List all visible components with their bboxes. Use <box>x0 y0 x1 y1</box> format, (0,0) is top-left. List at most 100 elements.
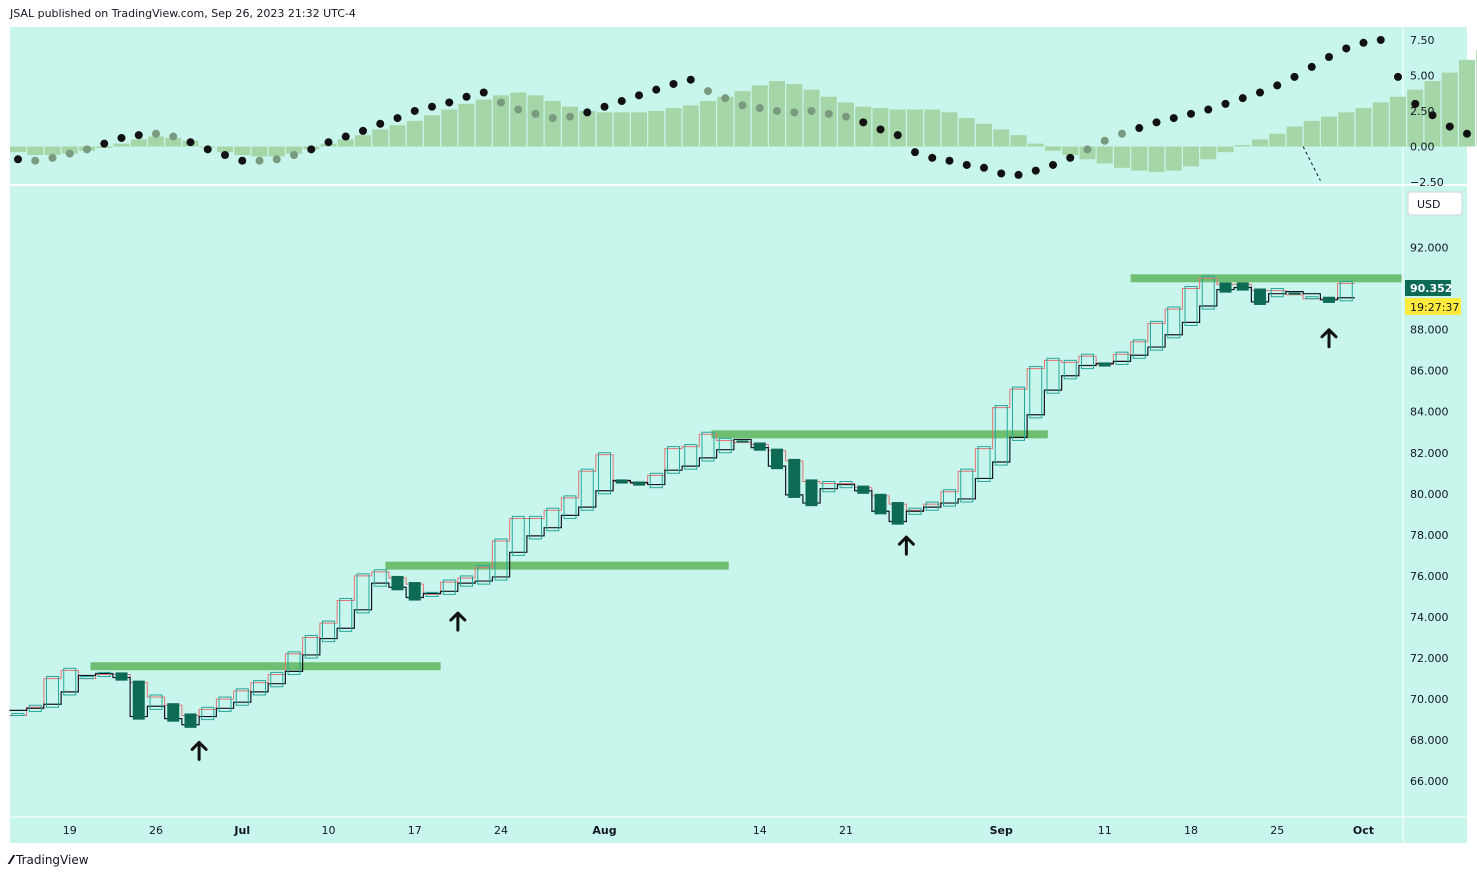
osc-dot <box>980 163 988 172</box>
countdown-label: 19:27:37 <box>1410 301 1459 314</box>
osc-histogram-bar <box>389 125 406 147</box>
candle-down <box>1219 282 1232 293</box>
candle-down <box>891 502 904 525</box>
osc-histogram-bar <box>527 95 544 147</box>
time-x-tick-label: Sep <box>990 824 1013 837</box>
candle-down <box>753 442 766 451</box>
candle-up <box>304 634 318 659</box>
osc-dot <box>65 149 74 158</box>
candle-up <box>1046 357 1060 394</box>
osc-histogram-bar <box>1010 135 1027 147</box>
publish-header: JSAL published on TradingView.com, Sep 2… <box>10 7 356 20</box>
osc-dot <box>1307 62 1316 71</box>
osc-dot <box>341 132 350 141</box>
price-y-tick-label: 78.000 <box>1410 529 1449 542</box>
time-x-tick-label: 19 <box>63 824 77 837</box>
osc-histogram-bar <box>682 105 699 147</box>
candle-down <box>1323 296 1335 303</box>
osc-histogram-bar <box>751 85 768 147</box>
osc-dot <box>531 109 540 118</box>
osc-dot <box>152 129 160 138</box>
osc-histogram-bar <box>631 112 647 147</box>
osc-histogram-bar <box>1096 146 1113 164</box>
osc-histogram-bar <box>1355 108 1372 147</box>
osc-dot <box>134 131 143 140</box>
candle-up <box>97 671 111 678</box>
osc-histogram-bar <box>907 109 923 147</box>
resistance-layer <box>90 274 1402 671</box>
osc-histogram-bar <box>1252 139 1268 147</box>
osc-histogram-bar <box>941 112 958 147</box>
osc-dot <box>790 108 799 117</box>
osc-dot <box>876 125 885 134</box>
osc-histogram-bar <box>1148 146 1165 173</box>
osc-histogram-bar <box>1459 59 1475 147</box>
osc-histogram-bar <box>1390 96 1406 147</box>
osc-dot <box>1273 81 1282 90</box>
resistance-bar <box>90 662 441 671</box>
candle-up <box>580 468 594 511</box>
candle-layer <box>9 275 1355 728</box>
last-price-badge: 90.352 <box>1405 280 1452 296</box>
osc-histogram-bar <box>1303 120 1320 147</box>
candle-down <box>167 703 180 722</box>
candle-up <box>442 579 456 595</box>
price-y-tick-label: 84.000 <box>1410 406 1449 419</box>
candle-up <box>11 712 25 716</box>
osc-dot <box>1428 111 1437 120</box>
candle-up <box>1184 285 1198 326</box>
osc-dot <box>1238 94 1247 103</box>
osc-histogram-bar <box>1234 145 1251 147</box>
osc-histogram-bar <box>993 129 1010 147</box>
candle-down <box>184 713 197 728</box>
osc-histogram-bar <box>648 110 665 147</box>
osc-y-tick-label: 0.00 <box>1410 140 1435 153</box>
price-y-tick-label: 80.000 <box>1410 488 1449 501</box>
footer-brand[interactable]: ⁄⁄ TradingView <box>10 853 89 867</box>
osc-histogram-bar <box>613 112 630 147</box>
price-y-tick-label: 66.000 <box>1410 775 1449 788</box>
osc-dot <box>686 75 695 84</box>
osc-histogram-bar <box>976 123 992 147</box>
time-x-tick-label: Oct <box>1353 824 1374 837</box>
osc-histogram-bar <box>665 108 682 147</box>
osc-dot <box>669 79 678 88</box>
candle-up <box>425 591 439 597</box>
candle-up <box>339 598 353 632</box>
osc-dot <box>428 102 436 111</box>
resistance-bar <box>1130 274 1402 283</box>
osc-histogram-bar <box>424 115 440 147</box>
osc-dot <box>1066 153 1075 162</box>
candle-up <box>839 480 853 489</box>
osc-dot <box>255 156 264 165</box>
countdown-badge: 19:27:37 <box>1405 298 1461 315</box>
osc-dot <box>100 139 109 148</box>
osc-histogram-bar <box>441 109 458 147</box>
osc-y-tick-label: 5.00 <box>1410 69 1435 82</box>
osc-dot <box>272 155 281 164</box>
osc-dot <box>1014 170 1023 179</box>
osc-dot <box>945 156 954 165</box>
price-y-tick-label: 74.000 <box>1410 611 1449 624</box>
candle-up <box>494 538 508 581</box>
osc-dot <box>807 106 816 115</box>
time-x-tick-label: 24 <box>494 824 508 837</box>
time-x-tick-label: 21 <box>839 824 853 837</box>
time-x-tick-label: 18 <box>1184 824 1198 837</box>
osc-dot <box>1325 52 1333 61</box>
candle-down <box>857 485 870 494</box>
candle-up <box>701 431 715 462</box>
time-x-tick-label: Aug <box>592 824 616 837</box>
price-y-tick-label: 86.000 <box>1410 365 1449 378</box>
currency-badge[interactable]: USD <box>1407 191 1463 216</box>
osc-dot <box>1290 72 1299 81</box>
up-arrow-icon <box>897 535 915 556</box>
osc-dot <box>1152 118 1161 127</box>
osc-histogram-bar <box>1027 143 1044 147</box>
osc-dot <box>583 108 592 117</box>
candle-up <box>960 468 974 503</box>
osc-histogram-bar <box>493 95 509 147</box>
osc-dot <box>1187 109 1195 118</box>
osc-dot <box>704 87 712 96</box>
osc-histogram-bar <box>889 109 906 147</box>
